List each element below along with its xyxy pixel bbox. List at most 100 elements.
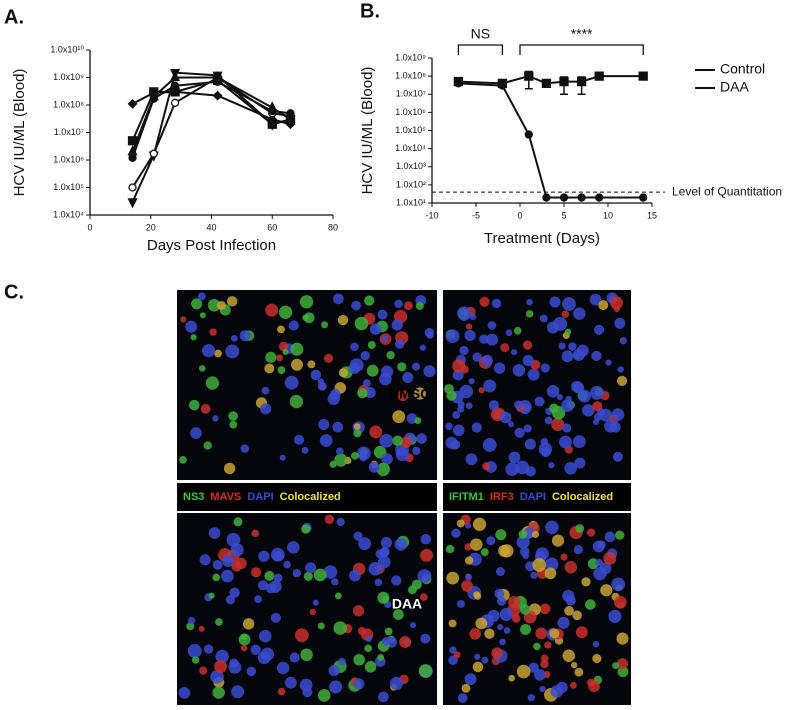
cell bbox=[464, 543, 472, 551]
cell bbox=[534, 669, 546, 681]
cell bbox=[197, 292, 206, 301]
x-tick-label: 20 bbox=[146, 222, 156, 232]
x-tick-label: -5 bbox=[472, 210, 480, 220]
cell bbox=[364, 644, 373, 653]
cell bbox=[203, 644, 214, 654]
cell bbox=[313, 568, 327, 582]
cell bbox=[487, 321, 497, 330]
cell bbox=[317, 688, 331, 702]
cell bbox=[551, 534, 565, 547]
cell bbox=[350, 342, 359, 352]
cell bbox=[199, 666, 208, 675]
cell bbox=[604, 531, 616, 543]
cell bbox=[419, 344, 427, 351]
cell bbox=[615, 530, 625, 540]
cell bbox=[522, 340, 533, 350]
cell bbox=[353, 423, 361, 430]
cell bbox=[287, 541, 300, 554]
cell bbox=[544, 567, 557, 580]
cell bbox=[190, 334, 197, 341]
cell bbox=[367, 341, 376, 350]
cell bbox=[461, 683, 471, 693]
micrograph bbox=[443, 290, 631, 480]
cell bbox=[319, 434, 333, 447]
cell bbox=[503, 627, 511, 634]
cell bbox=[472, 661, 484, 673]
legend-bar bbox=[443, 483, 631, 511]
cell bbox=[562, 297, 576, 312]
cell bbox=[512, 364, 526, 377]
cell bbox=[359, 453, 368, 462]
cell bbox=[277, 366, 286, 375]
cell bbox=[448, 619, 457, 628]
cell bbox=[548, 462, 555, 469]
x-tick-label: 40 bbox=[206, 222, 216, 232]
panel-label: C. bbox=[4, 281, 24, 303]
cell bbox=[527, 694, 536, 702]
cell bbox=[327, 392, 340, 406]
cell bbox=[452, 424, 465, 437]
cell bbox=[500, 343, 510, 353]
cell bbox=[561, 399, 574, 412]
cell bbox=[573, 307, 586, 320]
marker bbox=[594, 71, 604, 81]
cell bbox=[251, 529, 259, 538]
cell bbox=[511, 614, 521, 623]
cell bbox=[376, 462, 390, 477]
marker bbox=[524, 130, 533, 139]
cell bbox=[564, 461, 577, 475]
cell bbox=[301, 446, 309, 454]
cell bbox=[495, 529, 507, 541]
marker bbox=[559, 193, 569, 202]
cell bbox=[229, 587, 240, 598]
cell bbox=[289, 394, 304, 409]
bracket bbox=[519, 44, 644, 55]
y-axis-label: HCV IU/ML (Blood) bbox=[11, 69, 28, 197]
cell bbox=[610, 296, 623, 310]
cell bbox=[222, 554, 235, 567]
cell bbox=[574, 667, 584, 677]
cell bbox=[399, 636, 412, 649]
cell bbox=[562, 649, 575, 662]
x-tick-label: 15 bbox=[647, 210, 657, 220]
cell bbox=[486, 536, 496, 546]
cell bbox=[479, 296, 490, 307]
x-tick-label: 0 bbox=[517, 210, 522, 220]
cell bbox=[394, 339, 405, 349]
cell bbox=[246, 666, 257, 677]
cell bbox=[475, 617, 488, 630]
marker bbox=[170, 81, 180, 90]
cell bbox=[419, 593, 428, 601]
cell bbox=[535, 547, 549, 561]
cell bbox=[368, 461, 380, 473]
cell bbox=[452, 411, 460, 419]
cell bbox=[276, 661, 290, 675]
cell bbox=[362, 379, 371, 388]
marker bbox=[170, 98, 180, 107]
cell bbox=[221, 569, 234, 583]
cell bbox=[572, 348, 585, 361]
cell bbox=[260, 403, 272, 415]
cell bbox=[379, 433, 394, 448]
cell bbox=[229, 420, 238, 429]
cell bbox=[357, 626, 366, 636]
cell bbox=[212, 686, 225, 699]
cell bbox=[366, 364, 379, 377]
cell bbox=[528, 662, 539, 673]
cell bbox=[572, 435, 586, 449]
cell bbox=[216, 300, 226, 310]
cell bbox=[574, 457, 586, 469]
marker bbox=[577, 193, 586, 202]
cell bbox=[561, 350, 574, 363]
cell bbox=[614, 317, 626, 329]
marker bbox=[127, 98, 138, 109]
cell bbox=[317, 622, 325, 630]
legend-label: DAA bbox=[720, 79, 749, 95]
cell bbox=[556, 393, 563, 401]
cell bbox=[535, 627, 548, 640]
cell bbox=[377, 555, 391, 569]
cell bbox=[300, 648, 313, 662]
cell bbox=[581, 577, 591, 587]
cell bbox=[611, 577, 626, 592]
cell bbox=[522, 552, 530, 560]
